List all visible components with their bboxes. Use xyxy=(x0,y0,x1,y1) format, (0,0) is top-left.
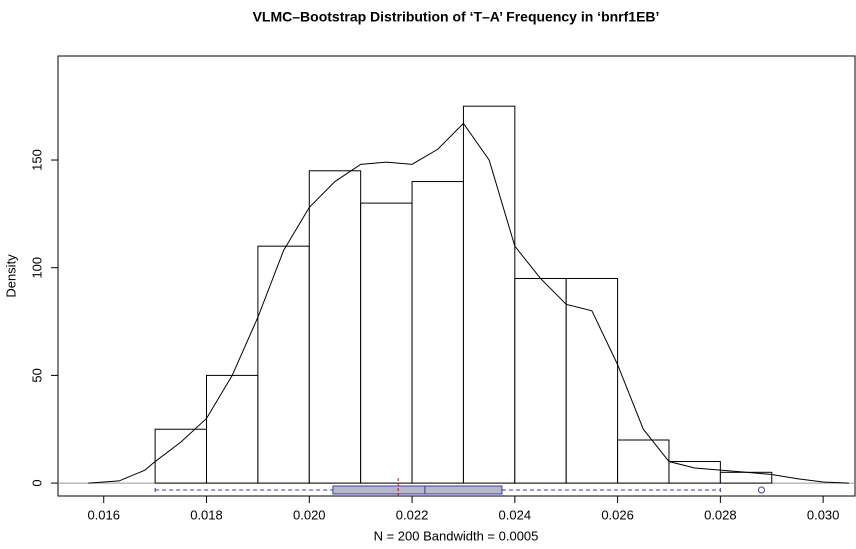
bar xyxy=(411,181,464,484)
bar xyxy=(514,277,567,484)
plot-frame xyxy=(57,55,856,497)
y-tick-label: 50 xyxy=(29,368,44,382)
density-curve xyxy=(88,122,849,484)
bar xyxy=(308,170,362,484)
x-tick-label: 0.020 xyxy=(293,507,326,522)
bar xyxy=(360,202,413,484)
x-tick-label: 0.028 xyxy=(704,507,737,522)
y-tick-label: 100 xyxy=(29,257,44,279)
x-tick-label: 0.024 xyxy=(499,507,532,522)
bar xyxy=(565,277,619,484)
y-tick-label: 150 xyxy=(29,149,44,171)
bar xyxy=(617,439,670,484)
x-tick-label: 0.026 xyxy=(601,507,634,522)
y-axis-label: Density xyxy=(3,254,18,298)
bar xyxy=(462,105,516,484)
box xyxy=(332,485,503,495)
x-tick-label: 0.022 xyxy=(396,507,429,522)
x-tick-label: 0.018 xyxy=(190,507,223,522)
x-tick-label: 0.016 xyxy=(87,507,120,522)
y-tick-label: 0 xyxy=(29,479,44,486)
outlier xyxy=(757,486,765,494)
bar xyxy=(257,245,310,484)
bar xyxy=(206,374,259,484)
x-tick-label: 0.030 xyxy=(807,507,840,522)
chart-title: VLMC–Bootstrap Distribution of ‘T–A’ Fre… xyxy=(253,9,660,25)
bar xyxy=(668,461,721,484)
bar xyxy=(154,428,208,484)
x-axis-label: N = 200 Bandwidth = 0.0005 xyxy=(374,528,539,543)
